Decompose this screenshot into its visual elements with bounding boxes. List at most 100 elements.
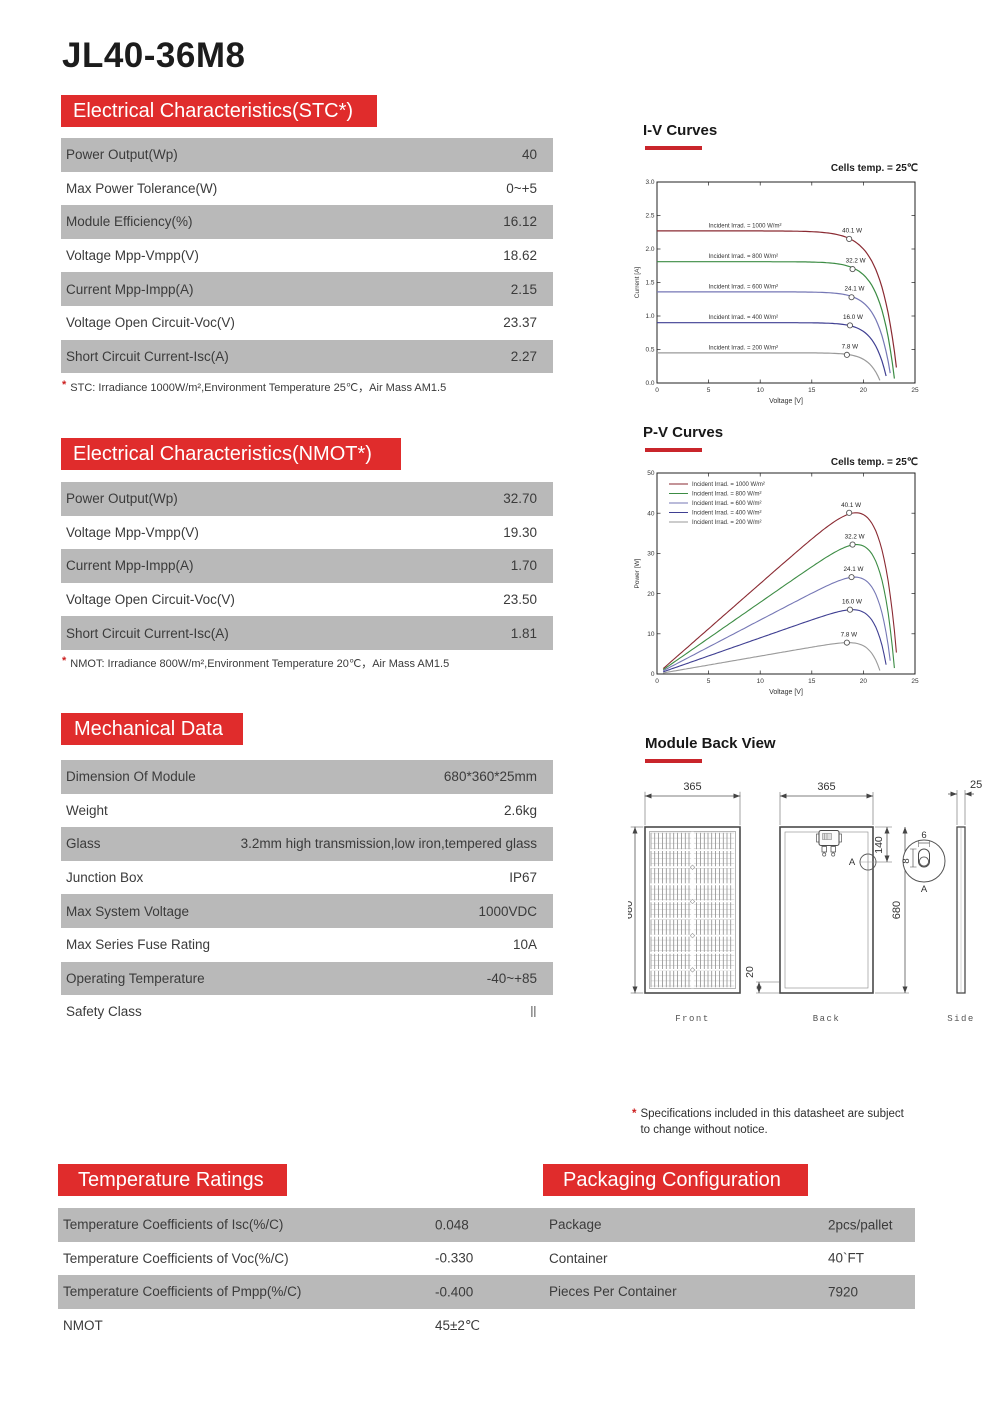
svg-text:25: 25 [911, 387, 919, 394]
table-row: Glass 3.2mm high transmission,low iron,te… [61, 827, 553, 861]
svg-text:40.1 W: 40.1 W [842, 227, 862, 234]
row-label: Junction Box [66, 870, 144, 886]
svg-text:Incident Irrad. = 400 W/m²: Incident Irrad. = 400 W/m² [692, 511, 762, 517]
dim-front-height: 680 [628, 901, 635, 919]
mechanical-table: Dimension Of Module 680*360*25mm Weight 2.… [61, 760, 553, 1029]
table-row: Junction Box IP67 [61, 861, 553, 895]
svg-text:0: 0 [651, 671, 655, 678]
row-value: 0.048 [435, 1217, 469, 1233]
iv-curves-block: I-V Curves Cells temp. = 25℃ 0 5 10 15 20 25 0… [630, 122, 970, 422]
svg-text:1.0: 1.0 [645, 313, 654, 320]
svg-text:Incident Irrad. = 1000 W/m²: Incident Irrad. = 1000 W/m² [709, 223, 782, 229]
module-drawing: 365 680 Front [628, 779, 982, 1024]
table-row: Module Efficiency(%) 16.12 [61, 205, 553, 239]
svg-text:25: 25 [911, 678, 919, 685]
junction-box [816, 830, 842, 857]
front-view: 365 680 Front [628, 781, 741, 1024]
row-label: Short Circuit Current-Isc(A) [66, 625, 229, 641]
spec-note-line1: Specifications included in this datashee… [640, 1108, 904, 1120]
svg-text:40: 40 [647, 510, 655, 517]
svg-text:Voltage [V]: Voltage [V] [769, 398, 803, 405]
svg-text:24.1 W: 24.1 W [844, 566, 864, 573]
table-row: Current Mpp-Impp(A) 2.15 [61, 272, 553, 306]
row-label: Temperature Coefficients of Voc(%/C) [63, 1250, 289, 1266]
table-row: Operating Temperature -40~+85 [61, 961, 553, 996]
asterisk-icon: * [62, 379, 67, 391]
row-value: 40 [521, 147, 537, 163]
svg-text:0: 0 [655, 678, 659, 685]
row-value: 32.70 [503, 491, 537, 507]
row-value: 7920 [828, 1284, 859, 1300]
row-label: Current Mpp-Impp(A) [66, 558, 194, 574]
dim-hole-height: 8 [901, 858, 912, 863]
row-label: Package [549, 1217, 602, 1233]
svg-text:16.0 W: 16.0 W [843, 314, 863, 321]
svg-text:0.5: 0.5 [645, 347, 654, 354]
svg-text:5: 5 [707, 678, 711, 685]
row-label: Glass [66, 836, 101, 852]
stc-footnote: * STC: Irradiance 1000W/m²,Environment T… [62, 379, 446, 395]
row-label: Power Output(Wp) [66, 491, 178, 507]
pv-cells-temp: Cells temp. = 25℃ [830, 457, 918, 468]
nmot-footnote: * NMOT: Irradiance 800W/m²,Environment T… [62, 655, 449, 671]
row-value: 2.6kg [503, 802, 537, 818]
packaging-table: Package 2pcs/pallet Container 40`FT Pieces… [543, 1208, 915, 1309]
row-label: Voltage Mpp-Vmpp(V) [66, 524, 199, 540]
table-row: Power Output(Wp) 32.70 [61, 482, 553, 516]
table-row: Max Series Fuse Rating 10A [61, 928, 553, 962]
row-label: Voltage Mpp-Vmpp(V) [66, 248, 199, 264]
table-row: Voltage Mpp-Vmpp(V) 19.30 [61, 516, 553, 550]
table-row: Voltage Open Circuit-Voc(V) 23.37 [61, 306, 553, 340]
svg-text:15: 15 [808, 678, 816, 685]
svg-text:2.0: 2.0 [645, 246, 654, 253]
row-label: Short Circuit Current-Isc(A) [66, 348, 229, 364]
iv-chart-title: I-V Curves [643, 122, 718, 139]
svg-text:2.5: 2.5 [645, 213, 654, 220]
row-label: Current Mpp-Impp(A) [66, 281, 194, 297]
row-label: Max System Voltage [66, 903, 190, 919]
dim-side-thickness: 25 [970, 779, 982, 791]
dim-back-width: 365 [817, 781, 835, 793]
row-label: Module Efficiency(%) [66, 214, 193, 230]
svg-text:40.1 W: 40.1 W [841, 502, 861, 509]
table-row: Temperature Coefficients of Voc(%/C) -0.3… [58, 1242, 543, 1276]
section-header-temperature: Temperature Ratings [58, 1164, 287, 1196]
spec-note: * Specifications included in this datash… [632, 1106, 904, 1138]
row-value: 1000VDC [478, 903, 537, 919]
svg-text:Incident Irrad. = 800 W/m²: Incident Irrad. = 800 W/m² [692, 492, 762, 498]
row-value: 16.12 [503, 214, 537, 230]
row-label: Temperature Coefficients of Isc(%/C) [63, 1217, 284, 1233]
svg-text:7.8 W: 7.8 W [842, 343, 859, 350]
table-row: Package 2pcs/pallet [543, 1208, 915, 1242]
table-row: Pieces Per Container 7920 [543, 1275, 915, 1309]
row-value: IP67 [509, 870, 537, 886]
detail-ref-a: A [849, 857, 856, 868]
table-row: Voltage Mpp-Vmpp(V) 18.62 [61, 239, 553, 273]
table-row: Short Circuit Current-Isc(A) 1.81 [61, 616, 553, 650]
row-label: Dimension Of Module [66, 769, 196, 785]
svg-text:Voltage [V]: Voltage [V] [769, 689, 803, 696]
svg-text:16.0 W: 16.0 W [842, 599, 862, 606]
svg-text:0.0: 0.0 [645, 380, 654, 387]
svg-text:3.0: 3.0 [645, 179, 654, 186]
section-header-packaging: Packaging Configuration [543, 1164, 808, 1196]
svg-text:30: 30 [647, 551, 655, 558]
row-label: Temperature Coefficients of Pmpp(%/C) [63, 1284, 302, 1300]
svg-text:15: 15 [808, 387, 816, 394]
svg-text:10: 10 [647, 631, 655, 638]
table-row: NMOT 45±2℃ [58, 1309, 543, 1343]
row-value: 18.62 [503, 248, 537, 264]
nmot-table: Power Output(Wp) 32.70 Voltage Mpp-Vmpp(V… [61, 482, 553, 650]
svg-text:Incident Irrad. = 600 W/m²: Incident Irrad. = 600 W/m² [692, 501, 762, 507]
front-view-label: Front [675, 1014, 710, 1024]
pv-chart-title: P-V Curves [643, 424, 724, 441]
side-view: 25 Side [947, 779, 982, 1024]
table-row: Container 40`FT [543, 1242, 915, 1276]
detail-circle: 6 8 A [901, 830, 946, 895]
row-label: Weight [66, 802, 108, 818]
row-label: Pieces Per Container [549, 1284, 677, 1300]
back-view-title: Module Back View [645, 735, 776, 752]
row-value: -40~+85 [486, 970, 537, 986]
row-label: Power Output(Wp) [66, 147, 178, 163]
row-label: Voltage Open Circuit-Voc(V) [66, 315, 235, 331]
